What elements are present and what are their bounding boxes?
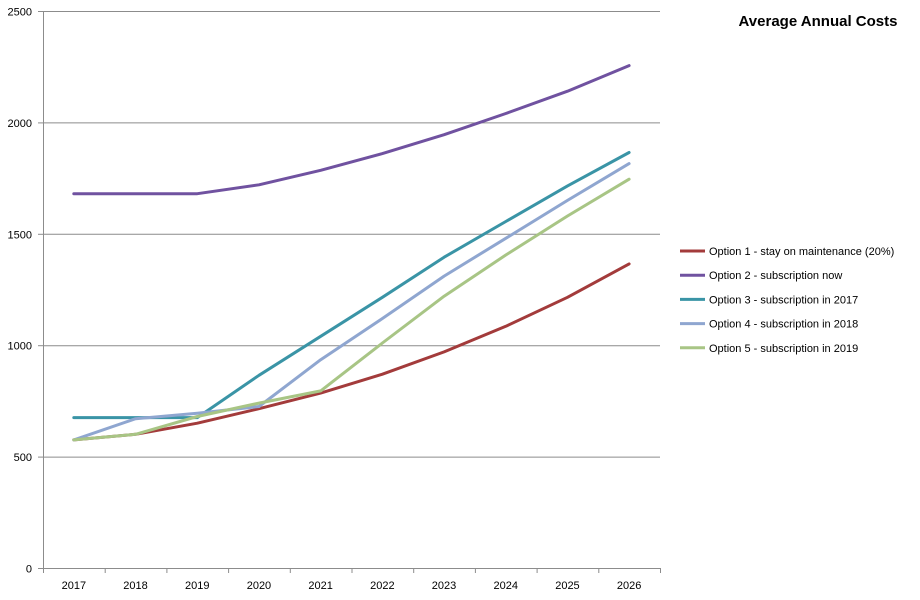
x-tick-label: 2021 bbox=[308, 580, 332, 592]
x-tick-label: 2019 bbox=[185, 580, 209, 592]
legend-label: Option 1 - stay on maintenance (20%) bbox=[709, 246, 894, 258]
legend-label: Option 5 - subscription in 2019 bbox=[709, 343, 858, 355]
y-tick-label: 1000 bbox=[8, 341, 32, 353]
legend-label: Option 3 - subscription in 2017 bbox=[709, 294, 858, 306]
x-tick-label: 2020 bbox=[247, 580, 271, 592]
series-line-option-5 bbox=[72, 177, 631, 442]
legend: Option 1 - stay on maintenance (20%) Opti… bbox=[680, 246, 894, 355]
axes: 0 500 1000 1500 2000 2500 2017 2018 2019 2020 2021… bbox=[8, 7, 661, 592]
x-tick-label: 2023 bbox=[432, 580, 456, 592]
series-line-option-4 bbox=[72, 162, 631, 442]
legend-label: Option 4 - subscription in 2018 bbox=[709, 319, 858, 331]
x-tick-label: 2018 bbox=[123, 580, 147, 592]
x-tick-label: 2026 bbox=[617, 580, 641, 592]
gridlines bbox=[43, 11, 660, 458]
y-tick-label: 2500 bbox=[8, 7, 32, 19]
x-tick-label: 2025 bbox=[555, 580, 579, 592]
y-tick-label: 0 bbox=[26, 564, 32, 576]
x-tick-label: 2017 bbox=[62, 580, 86, 592]
legend-label: Option 2 - subscription now bbox=[709, 270, 842, 282]
series-line-option-2 bbox=[72, 64, 631, 196]
series-line-option-3 bbox=[72, 151, 631, 420]
y-tick-label: 2000 bbox=[8, 118, 32, 130]
x-tick-label: 2022 bbox=[370, 580, 394, 592]
y-tick-label: 1500 bbox=[8, 229, 32, 241]
y-tick-label: 500 bbox=[14, 452, 32, 464]
x-tick-label: 2024 bbox=[494, 580, 518, 592]
series-line-option-1 bbox=[72, 262, 631, 442]
series-lines bbox=[72, 64, 631, 442]
chart-title: Average Annual Costs bbox=[739, 13, 898, 30]
